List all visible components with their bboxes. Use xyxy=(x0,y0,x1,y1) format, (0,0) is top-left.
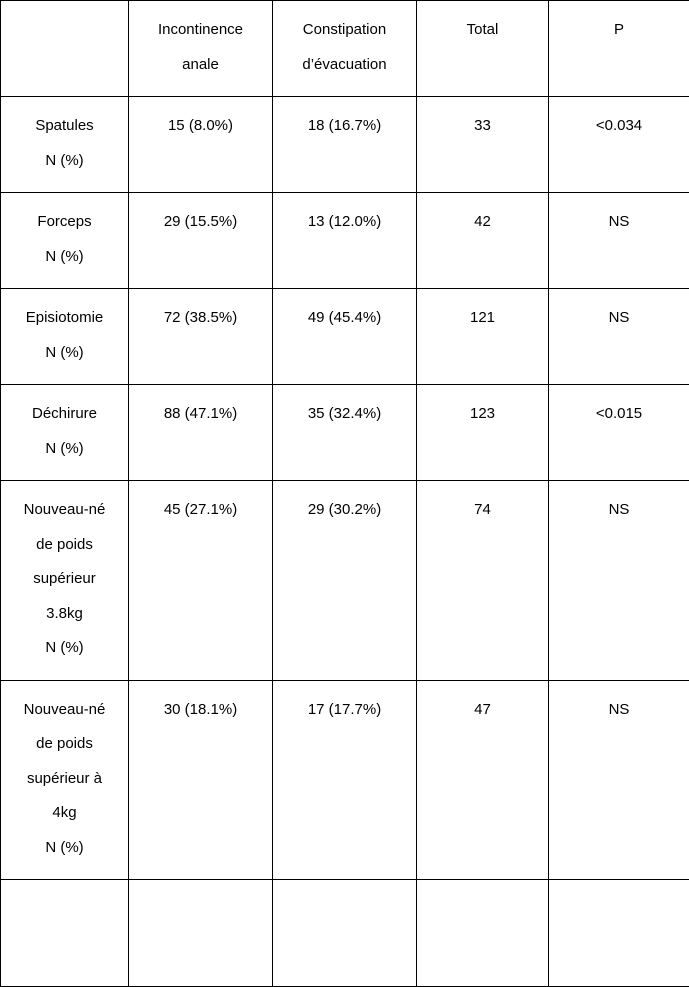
header-line: Total xyxy=(467,21,499,38)
row-label: Nouveau-né de poids supérieur à 4kg N (%) xyxy=(1,680,129,880)
header-line: anale xyxy=(182,56,219,73)
header-constipation: Constipation d’évacuation xyxy=(273,1,417,97)
row-label: Déchirure N (%) xyxy=(1,385,129,481)
cell-total: 123 xyxy=(417,385,549,481)
cell-constipation: 49 (45.4%) xyxy=(273,289,417,385)
header-line: d’évacuation xyxy=(302,56,386,73)
cell-p: NS xyxy=(549,289,689,385)
cell-total: 47 xyxy=(417,680,549,880)
empty-cell xyxy=(273,880,417,987)
table-row: Episiotomie N (%) 72 (38.5%)49 (45.4%)121N… xyxy=(1,289,689,385)
header-total: Total xyxy=(417,1,549,97)
cell-constipation: 18 (16.7%) xyxy=(273,97,417,193)
row-label: Forceps N (%) xyxy=(1,193,129,289)
empty-cell xyxy=(129,880,273,987)
header-line: Incontinence xyxy=(158,21,243,38)
cell-incontinence: 45 (27.1%) xyxy=(129,481,273,681)
row-label: Episiotomie N (%) xyxy=(1,289,129,385)
table-row: Nouveau-né de poids supérieur 3.8kg N (%) 45 … xyxy=(1,481,689,681)
row-label-line: 3.8kg xyxy=(46,605,83,622)
empty-cell xyxy=(549,880,689,987)
row-label-line: supérieur xyxy=(33,570,96,587)
cell-incontinence: 29 (15.5%) xyxy=(129,193,273,289)
cell-constipation: 13 (12.0%) xyxy=(273,193,417,289)
table-row-empty xyxy=(1,880,689,987)
cell-p: <0.034 xyxy=(549,97,689,193)
row-label-line: 4kg xyxy=(52,804,76,821)
header-row: Incontinence anale Constipation d’évacua… xyxy=(1,1,689,97)
row-label-line: Déchirure xyxy=(32,405,97,422)
data-table: Incontinence anale Constipation d’évacua… xyxy=(0,0,689,987)
cell-incontinence: 88 (47.1%) xyxy=(129,385,273,481)
cell-p: NS xyxy=(549,680,689,880)
cell-total: 121 xyxy=(417,289,549,385)
header-incontinence: Incontinence anale xyxy=(129,1,273,97)
cell-incontinence: 30 (18.1%) xyxy=(129,680,273,880)
row-label-line: Nouveau-né xyxy=(24,701,106,718)
row-label-line: de poids xyxy=(36,536,93,553)
row-label-line: N (%) xyxy=(45,344,83,361)
row-label-line: Spatules xyxy=(35,117,93,134)
row-label-line: N (%) xyxy=(45,152,83,169)
cell-constipation: 29 (30.2%) xyxy=(273,481,417,681)
header-line: P xyxy=(614,21,624,38)
empty-cell xyxy=(1,880,129,987)
table-row: Forceps N (%) 29 (15.5%)13 (12.0%)42NS xyxy=(1,193,689,289)
table-row: Déchirure N (%) 88 (47.1%)35 (32.4%)123<0.… xyxy=(1,385,689,481)
row-label-line: N (%) xyxy=(45,248,83,265)
cell-total: 74 xyxy=(417,481,549,681)
table-body: Spatules N (%) 15 (8.0%)18 (16.7%)33<0.034… xyxy=(1,97,689,987)
cell-p: <0.015 xyxy=(549,385,689,481)
row-label-line: N (%) xyxy=(45,440,83,457)
cell-p: NS xyxy=(549,481,689,681)
header-line: Constipation xyxy=(303,21,386,38)
row-label-line: N (%) xyxy=(45,839,83,856)
header-empty xyxy=(1,1,129,97)
row-label-line: de poids xyxy=(36,735,93,752)
cell-constipation: 35 (32.4%) xyxy=(273,385,417,481)
row-label-line: Episiotomie xyxy=(26,309,104,326)
empty-cell xyxy=(417,880,549,987)
header-p: P xyxy=(549,1,689,97)
cell-incontinence: 72 (38.5%) xyxy=(129,289,273,385)
row-label-line: N (%) xyxy=(45,639,83,656)
cell-incontinence: 15 (8.0%) xyxy=(129,97,273,193)
table-row: Nouveau-né de poids supérieur à 4kg N (%) 30 … xyxy=(1,680,689,880)
row-label-line: Forceps xyxy=(37,213,91,230)
row-label: Nouveau-né de poids supérieur 3.8kg N (%) xyxy=(1,481,129,681)
cell-constipation: 17 (17.7%) xyxy=(273,680,417,880)
cell-total: 33 xyxy=(417,97,549,193)
row-label: Spatules N (%) xyxy=(1,97,129,193)
page: Incontinence anale Constipation d’évacua… xyxy=(0,0,689,987)
cell-total: 42 xyxy=(417,193,549,289)
row-label-line: Nouveau-né xyxy=(24,501,106,518)
table-row: Spatules N (%) 15 (8.0%)18 (16.7%)33<0.034 xyxy=(1,97,689,193)
cell-p: NS xyxy=(549,193,689,289)
row-label-line: supérieur à xyxy=(27,770,102,787)
